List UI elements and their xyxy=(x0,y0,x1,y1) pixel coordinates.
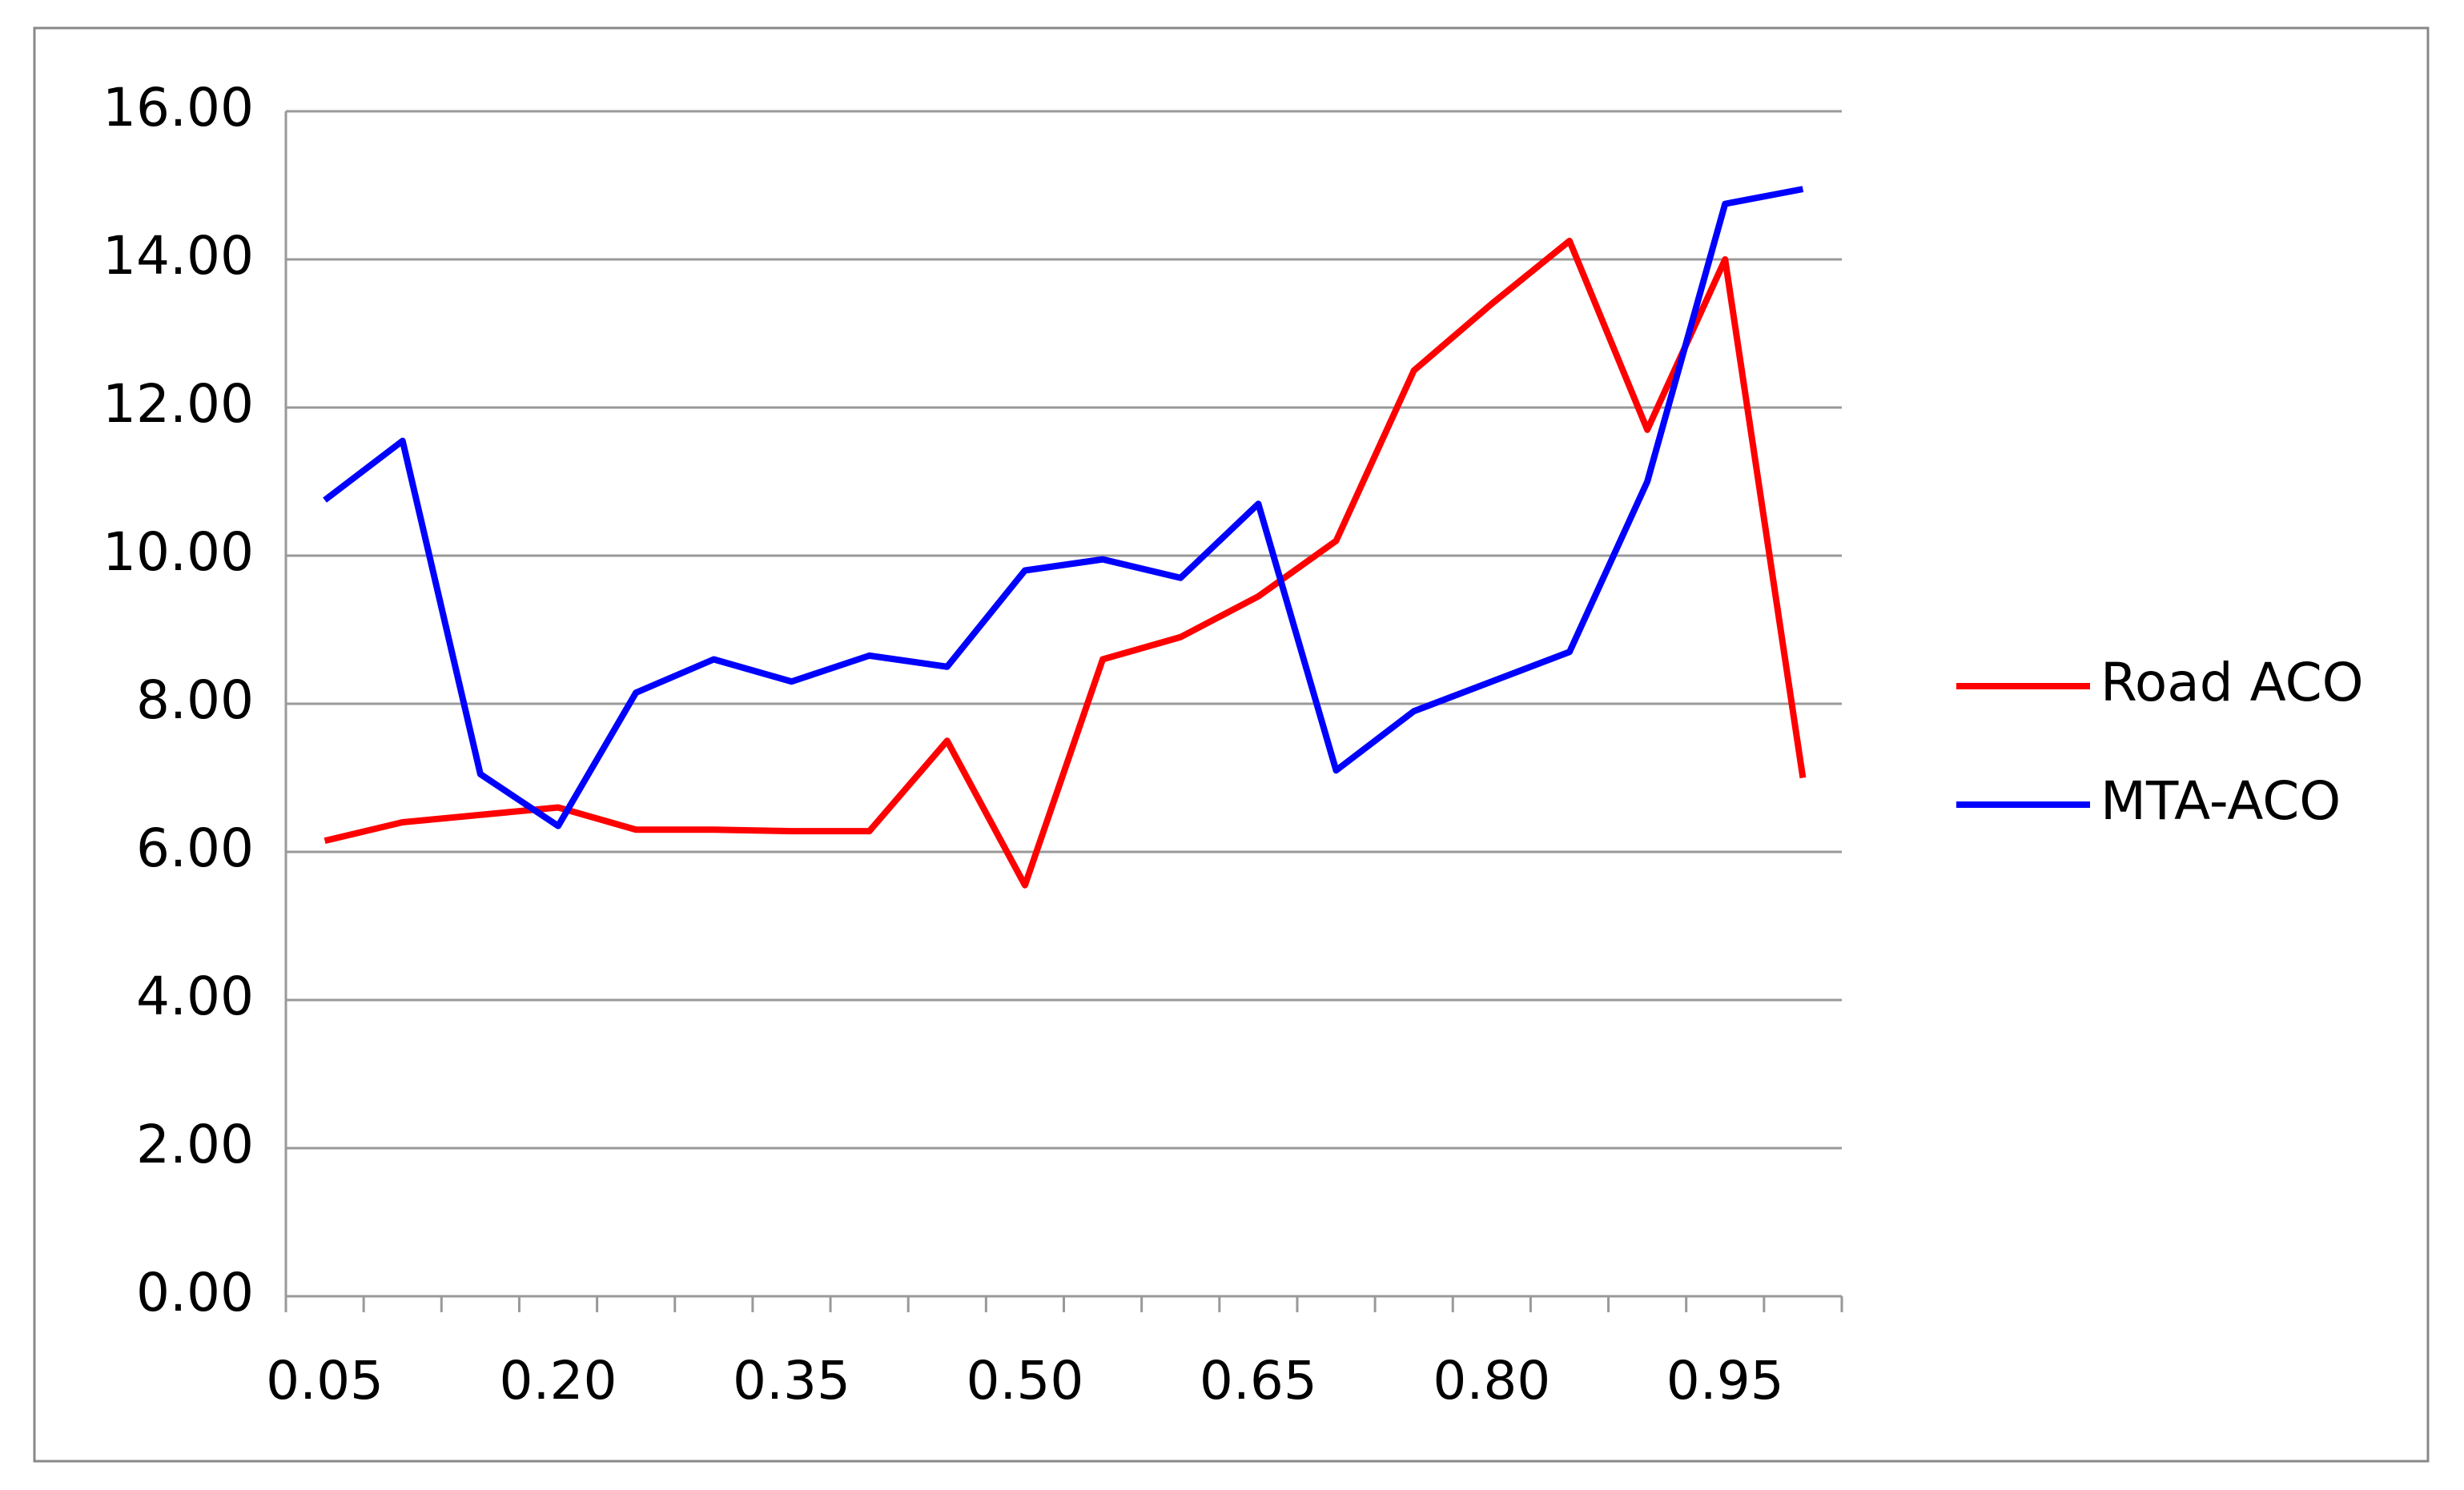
series-line xyxy=(324,237,1807,889)
y-tick-label: 8.00 xyxy=(136,669,254,731)
y-tick-label: 2.00 xyxy=(136,1114,254,1175)
x-tick-label: 0.05 xyxy=(266,1350,384,1412)
x-tick-label: 0.95 xyxy=(1666,1350,1784,1412)
x-tick-label: 0.20 xyxy=(500,1350,617,1412)
y-tick-label: 16.00 xyxy=(102,77,254,139)
x-tick-label: 0.35 xyxy=(733,1350,850,1412)
series-line xyxy=(323,186,1804,829)
y-tick-label: 10.00 xyxy=(102,521,254,583)
y-tick-label: 12.00 xyxy=(102,373,254,435)
legend-label: Road ACO xyxy=(2100,652,2364,713)
legend-label: MTA-ACO xyxy=(2100,770,2341,832)
x-tick-label: 0.50 xyxy=(966,1350,1083,1412)
y-tick-label: 6.00 xyxy=(136,817,254,879)
y-tick-label: 0.00 xyxy=(136,1262,254,1323)
x-tick-label: 0.80 xyxy=(1433,1350,1550,1412)
x-tick-label: 0.65 xyxy=(1200,1350,1317,1412)
y-tick-label: 4.00 xyxy=(136,966,254,1027)
chart-border xyxy=(33,26,2430,1463)
y-tick-label: 14.00 xyxy=(102,225,254,287)
